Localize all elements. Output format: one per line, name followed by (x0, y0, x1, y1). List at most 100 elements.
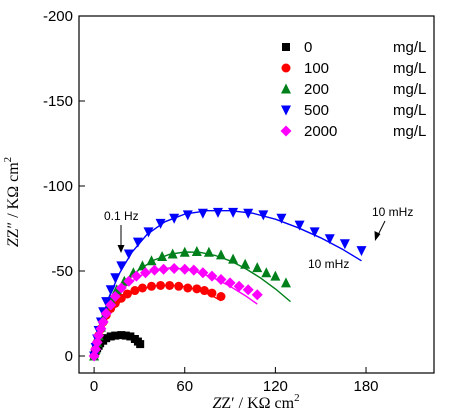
y-tick-label-3: -150 (43, 93, 73, 110)
data-point-200-12 (146, 255, 157, 266)
data-point-100-19 (199, 286, 209, 296)
data-point-500-7 (105, 285, 116, 296)
x-axis-label: ZZ′ / KΩ cm2 (212, 392, 299, 412)
data-point-100-15 (165, 280, 175, 290)
data-point-2000-12 (139, 267, 151, 279)
data-point-0-15 (136, 340, 145, 349)
data-point-0-9 (111, 331, 120, 340)
annotation-0-1hz: 0.1 Hz (104, 209, 139, 223)
data-point-2000-9 (115, 282, 127, 294)
data-point-2000-19 (206, 270, 218, 282)
data-point-200-18 (216, 249, 226, 260)
data-point-500-22 (294, 220, 305, 231)
data-point-200-15 (179, 246, 190, 257)
legend-unit-0: mg/L (393, 39, 426, 56)
data-point-100-10 (122, 289, 132, 299)
legend-marker-0 (282, 43, 290, 51)
data-point-2000-11 (130, 270, 142, 282)
legend-unit-100: mg/L (393, 60, 426, 77)
data-point-2000-20 (215, 274, 227, 285)
plot-frame (78, 15, 435, 374)
data-point-500-10 (123, 249, 134, 260)
legend-value-100: 100 (304, 60, 329, 77)
data-point-500-6 (101, 297, 112, 308)
data-point-500-25 (339, 239, 350, 250)
data-point-500-20 (258, 210, 269, 221)
legend: 0 mg/L 100 mg/L 200 mg/L 500 mg/L 2000 mg/L (280, 39, 426, 140)
data-point-2000-24 (251, 289, 263, 301)
data-point-2000-22 (233, 280, 245, 292)
legend-value-2000: 2000 (304, 123, 337, 140)
data-point-2000-14 (158, 263, 170, 275)
data-point-2000-17 (188, 264, 200, 276)
data-point-200-22 (261, 267, 272, 278)
data-point-2000-13 (149, 264, 161, 276)
y-tick-label-2: -100 (43, 178, 73, 195)
data-point-200-16 (191, 245, 202, 256)
legend-marker-100 (281, 63, 291, 73)
data-point-2000-16 (179, 263, 191, 275)
y-tick-label-4: -200 (43, 8, 73, 25)
data-point-0-12 (126, 332, 135, 341)
data-point-100-16 (174, 281, 184, 291)
y-tick-label-1: -50 (51, 263, 73, 280)
data-point-500-17 (212, 207, 223, 218)
legend-unit-500: mg/L (393, 102, 426, 119)
x-tick-label-2: 120 (263, 378, 288, 395)
data-point-500-8 (110, 273, 121, 284)
annotation-10mhz-500: 10 mHz (372, 205, 413, 219)
data-point-500-11 (132, 237, 143, 248)
legend-value-200: 200 (304, 81, 329, 98)
data-point-500-21 (276, 213, 287, 224)
annotation-10mhz-200: 10 mHz (308, 257, 349, 271)
data-point-2000-7 (105, 299, 117, 311)
data-point-100-20 (207, 288, 217, 298)
data-point-500-23 (309, 227, 320, 238)
data-point-500-9 (116, 261, 127, 272)
data-point-500-24 (324, 234, 335, 245)
annotation-0-1hz-arrowhead (117, 245, 125, 253)
data-point-0-7 (102, 334, 111, 343)
legend-marker-500 (281, 105, 291, 116)
legend-unit-200: mg/L (393, 81, 426, 98)
data-point-200-14 (167, 248, 178, 259)
data-point-2000-15 (168, 262, 180, 274)
data-point-2000-18 (197, 267, 209, 279)
data-point-200-17 (203, 246, 214, 257)
data-point-0-10 (117, 331, 126, 340)
data-point-500-26 (356, 246, 367, 257)
data-point-2000-23 (242, 284, 254, 296)
data-point-500-16 (197, 208, 208, 219)
data-point-200-19 (228, 253, 239, 264)
data-point-500-15 (182, 210, 193, 221)
data-point-2000-8 (109, 291, 121, 302)
legend-value-0: 0 (304, 39, 312, 56)
data-point-200-20 (240, 258, 251, 269)
annotation-10mhz-500-arrowhead (374, 231, 381, 241)
x-tick-label-1: 60 (176, 378, 193, 395)
legend-unit-2000: mg/L (393, 123, 426, 140)
data-point-2000-6 (100, 308, 112, 319)
y-axis-label-sup: 2 (2, 157, 14, 163)
annotation-10mhz-500-arrow (377, 220, 386, 236)
data-point-200-21 (252, 262, 263, 273)
data-point-200-13 (157, 251, 168, 262)
axis-ticks: 0 60 120 180 0 -50 -100 -150 -200 (43, 8, 379, 395)
data-point-200-24 (280, 277, 291, 288)
data-point-2000-21 (224, 277, 236, 289)
data-points (88, 207, 367, 362)
data-point-500-18 (228, 207, 239, 218)
data-point-100-18 (192, 284, 202, 294)
data-point-200-23 (270, 270, 281, 281)
x-axis-label-sup: 2 (294, 392, 300, 404)
data-point-500-12 (143, 227, 154, 238)
data-point-100-21 (216, 292, 226, 301)
x-tick-label-3: 180 (354, 378, 379, 395)
y-tick-label-0: 0 (65, 348, 73, 365)
data-point-500-14 (169, 213, 180, 224)
data-point-100-14 (156, 280, 166, 290)
x-tick-label-0: 0 (90, 378, 98, 395)
data-point-2000-5 (97, 316, 109, 328)
data-point-2000-10 (123, 275, 135, 287)
y-axis-label: ZZ″ / KΩ cm2 (2, 157, 22, 247)
